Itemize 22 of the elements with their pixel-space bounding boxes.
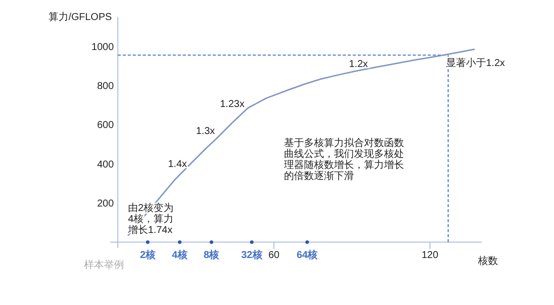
annotation: 1.2x [349, 59, 368, 70]
annotation: 显著小于1.2x [446, 57, 505, 69]
y-axis-title: 算力/GFLOPS [48, 11, 112, 23]
annotation: 4核 [172, 249, 188, 262]
y-tick-label: 200 [97, 198, 114, 210]
annotation: 2核 [140, 249, 156, 262]
annotation: 64核 [296, 249, 318, 262]
y-tick-label: 1000 [92, 42, 114, 53]
x-axis-title: 核数 [477, 255, 498, 268]
x-tick-label: 120 [422, 250, 439, 262]
annotation: 1.23x [220, 99, 244, 110]
annotation: 基于多核算力拟合对数函数曲线公式，我们发现多核处理器随核数增长，算力增长的倍数逐渐下滑 [284, 137, 404, 182]
line-series [128, 48, 475, 236]
x-tick-label: 60 [268, 250, 280, 262]
text: 样本举例 [84, 259, 124, 271]
annotation: 1.3x [196, 126, 215, 137]
y-tick-label: 600 [97, 120, 114, 132]
y-tick-label: 800 [97, 81, 114, 92]
annotation: 1.4x [168, 159, 187, 170]
y-tick-label: 400 [97, 159, 114, 170]
annotation: 32核 [241, 249, 262, 262]
annotation: 8核 [204, 249, 220, 262]
